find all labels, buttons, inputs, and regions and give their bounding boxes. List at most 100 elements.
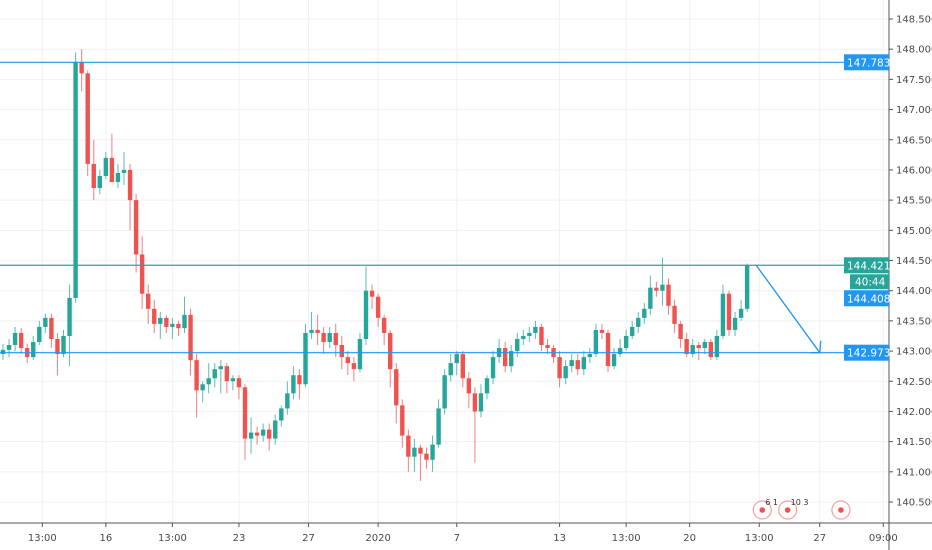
x-tick-label: 13:00 (745, 533, 774, 544)
candle-down (678, 323, 683, 339)
candle-up (732, 317, 738, 330)
candle-down (654, 287, 659, 291)
candle-down (333, 332, 338, 346)
candle-down (502, 348, 508, 367)
price-axis[interactable]: 148.500 148.000 147.500 147.000 146.500 146.0… (889, 15, 932, 509)
candle-down (472, 393, 478, 412)
candle-up (563, 366, 568, 379)
candle-up (744, 265, 750, 309)
candle-up (533, 326, 538, 333)
candle-down (315, 329, 320, 333)
candle-up (521, 335, 526, 339)
candle-down (139, 254, 145, 294)
y-tick-label: 141.500 (896, 437, 932, 448)
x-tick-label: 27 (813, 533, 826, 544)
candle-up (182, 314, 187, 329)
candle-down (696, 345, 701, 349)
candle-up (490, 357, 496, 379)
x-tick-label: 13 (553, 533, 566, 544)
event-label: 6 1 (765, 498, 778, 507)
arrow-head (810, 340, 822, 354)
y-tick-label: 146.500 (896, 135, 932, 146)
candle-down (18, 332, 24, 349)
price-label: 147.783 (847, 57, 890, 69)
event-dot-icon (759, 507, 766, 513)
candle-up (569, 360, 574, 367)
candle-down (605, 332, 611, 367)
candle-down (267, 429, 272, 439)
y-tick-label: 145.000 (896, 226, 932, 237)
candle-down (297, 375, 302, 385)
y-tick-label: 145.500 (896, 196, 932, 207)
candle-up (436, 408, 441, 445)
candle-down (575, 360, 580, 370)
candle-down (599, 329, 605, 333)
x-tick-label: 7 (454, 533, 460, 544)
grid (0, 0, 889, 523)
candle-down (406, 435, 411, 457)
candle-down (726, 293, 732, 330)
candle-down (351, 363, 357, 370)
x-tick-label: 13:00 (28, 533, 57, 544)
event-dot-icon (838, 507, 844, 513)
x-tick-label: 13:00 (612, 533, 641, 544)
price-label: 142.973 (847, 348, 890, 360)
candle-down (466, 378, 472, 394)
y-tick-label: 144.000 (896, 286, 932, 297)
drawings[interactable] (0, 61, 889, 354)
candle-up (527, 332, 532, 336)
candle-down (146, 293, 151, 309)
candle-up (121, 169, 127, 173)
candle-up (67, 297, 72, 336)
candle-down (224, 366, 230, 382)
x-tick-label: 27 (302, 533, 315, 544)
candle-down (236, 378, 242, 388)
candle-up (158, 317, 163, 324)
candle-down (424, 453, 429, 460)
y-tick-label: 143.000 (896, 347, 932, 358)
x-tick-label: 2020 (365, 533, 390, 544)
candle-down (242, 387, 248, 439)
candle-up (273, 420, 278, 439)
candle-up (642, 308, 647, 318)
candle-up (593, 329, 599, 355)
candle-up (170, 323, 175, 327)
y-tick-label: 143.500 (896, 316, 932, 327)
y-tick-label: 141.000 (896, 467, 932, 478)
candle-up (31, 342, 36, 358)
y-tick-label: 147.500 (896, 75, 932, 86)
candle-up (206, 378, 211, 385)
candle-up (97, 175, 102, 189)
events[interactable]: 6 1 10 3 (752, 498, 851, 520)
candle-down (375, 296, 381, 318)
candle-down (394, 369, 399, 406)
candle-down (460, 354, 465, 379)
candle-up (611, 354, 617, 367)
candle-down (666, 284, 671, 306)
candle-down (55, 338, 60, 355)
candle-up (738, 308, 744, 318)
candle-up (636, 317, 641, 327)
y-tick-label: 147.000 (896, 105, 932, 116)
y-tick-label: 148.500 (896, 15, 932, 26)
price-tag-bg (844, 290, 889, 307)
y-tick-label: 142.500 (896, 377, 932, 388)
countdown-label: 40:44 (855, 276, 886, 288)
candle-down (381, 317, 387, 333)
candle-up (690, 345, 695, 355)
candle-up (630, 326, 635, 336)
candle-down (127, 169, 133, 201)
price-tags: 147.783 144.421 142.973 40:44 144.408 (844, 54, 890, 361)
candle-down (152, 308, 157, 324)
candle-up (279, 408, 284, 421)
candle-down (176, 323, 181, 329)
candle-up (285, 393, 290, 409)
candle-up (200, 384, 205, 391)
price-tag: 144.408 (847, 293, 890, 305)
time-axis[interactable]: 13:00 16 13:00 23 27 2020 7 13 13:00 20 13:00 27 09:… (28, 523, 898, 544)
candle-down (109, 157, 115, 183)
candle-down (539, 326, 544, 346)
candle-down (369, 290, 375, 297)
candle-up (587, 354, 593, 358)
